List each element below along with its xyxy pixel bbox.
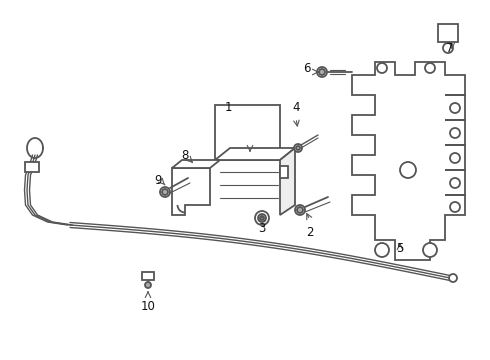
Circle shape [450, 153, 460, 163]
Polygon shape [215, 148, 295, 160]
Text: 7: 7 [446, 41, 454, 54]
Circle shape [145, 282, 151, 288]
Text: 1: 1 [224, 100, 232, 113]
Bar [438, 24, 458, 42]
Circle shape [260, 216, 264, 220]
Text: 4: 4 [292, 100, 300, 113]
Text: 9: 9 [154, 174, 162, 186]
Text: 10: 10 [141, 301, 155, 314]
Polygon shape [352, 62, 465, 260]
Circle shape [294, 144, 302, 152]
Circle shape [450, 178, 460, 188]
Circle shape [375, 243, 389, 257]
Text: 8: 8 [181, 149, 189, 162]
Circle shape [255, 211, 269, 225]
Bar [142, 272, 154, 280]
Text: 3: 3 [258, 221, 266, 234]
Circle shape [443, 43, 453, 53]
Circle shape [423, 243, 437, 257]
Bar [25, 162, 39, 172]
Circle shape [450, 202, 460, 212]
Text: 6: 6 [303, 62, 311, 75]
Circle shape [160, 187, 170, 197]
Circle shape [450, 128, 460, 138]
Polygon shape [172, 168, 210, 215]
Circle shape [377, 63, 387, 73]
Text: 2: 2 [306, 225, 314, 239]
Circle shape [450, 103, 460, 113]
Circle shape [295, 205, 305, 215]
Circle shape [162, 189, 168, 195]
Text: 5: 5 [396, 242, 404, 255]
Circle shape [296, 146, 300, 150]
Circle shape [317, 67, 327, 77]
Circle shape [297, 207, 303, 213]
Circle shape [425, 63, 435, 73]
Circle shape [258, 214, 266, 222]
Circle shape [400, 162, 416, 178]
Circle shape [319, 69, 325, 75]
Bar [215, 105, 280, 160]
Circle shape [449, 274, 457, 282]
Polygon shape [172, 160, 220, 168]
Polygon shape [280, 148, 295, 215]
Bar [280, 166, 288, 178]
